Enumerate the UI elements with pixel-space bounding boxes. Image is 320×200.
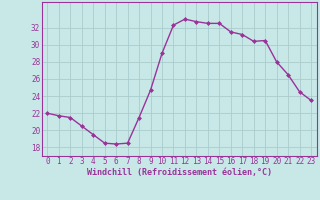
X-axis label: Windchill (Refroidissement éolien,°C): Windchill (Refroidissement éolien,°C): [87, 168, 272, 177]
